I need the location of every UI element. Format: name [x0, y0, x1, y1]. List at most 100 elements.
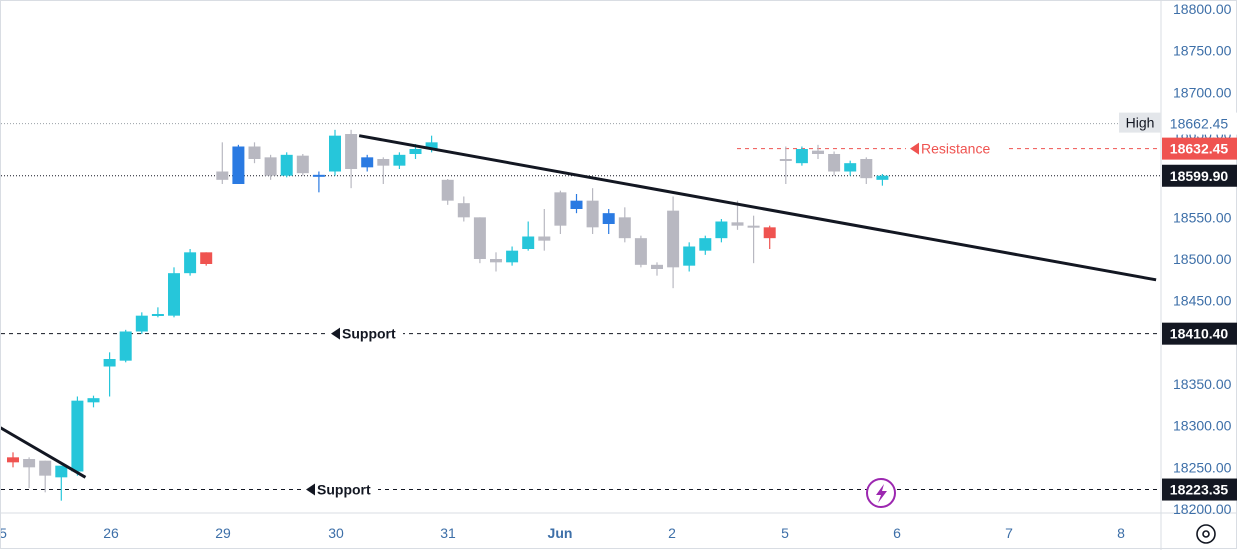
candle[interactable]: [490, 252, 502, 272]
candle-body: [602, 213, 615, 224]
candle[interactable]: [441, 179, 454, 205]
last-price-price-tag-text: 18599.90: [1170, 168, 1229, 184]
candle[interactable]: [216, 142, 229, 184]
candle[interactable]: [232, 144, 245, 184]
high-label: High: [1126, 115, 1155, 131]
candle[interactable]: [345, 129, 358, 189]
time-tick-label: 5: [1, 525, 7, 541]
candle[interactable]: [747, 215, 760, 264]
candle[interactable]: [570, 194, 583, 214]
candle[interactable]: [55, 465, 68, 501]
candle-body: [876, 175, 889, 180]
support-upper-label: Support: [342, 326, 396, 342]
price-tick-label: 18800.00: [1173, 1, 1232, 17]
resistance-price-tag: [1162, 137, 1237, 160]
time-tick-label: 7: [1005, 525, 1013, 541]
candle[interactable]: [554, 190, 567, 234]
settings-icon[interactable]: [1196, 524, 1216, 544]
candle-body: [731, 222, 744, 226]
candle-body: [119, 331, 132, 361]
candle[interactable]: [473, 217, 486, 264]
candle[interactable]: [763, 225, 776, 249]
resistance-arrow-icon: [910, 142, 919, 155]
candle[interactable]: [506, 246, 519, 266]
candle-body: [763, 227, 776, 239]
candle-body: [473, 217, 486, 259]
candle[interactable]: [71, 396, 84, 476]
candle[interactable]: [683, 242, 696, 272]
trendline-2[interactable]: [1, 426, 87, 479]
candle[interactable]: [667, 196, 680, 289]
candle-body: [55, 465, 68, 478]
candle[interactable]: [522, 221, 535, 251]
candle[interactable]: [280, 152, 293, 178]
time-tick-label: 6: [893, 525, 901, 541]
candle-body: [168, 273, 180, 316]
candle[interactable]: [779, 146, 792, 185]
candle[interactable]: [135, 312, 148, 334]
support-lower-price-tag: [1162, 478, 1237, 501]
time-tick-label: 31: [440, 525, 456, 541]
candle[interactable]: [168, 267, 180, 318]
candle[interactable]: [312, 171, 325, 193]
support-lower-price-tag-text: 18223.35: [1170, 482, 1229, 498]
support-upper-arrow-icon: [331, 327, 340, 340]
candle[interactable]: [795, 146, 808, 166]
candle[interactable]: [715, 219, 728, 243]
candle[interactable]: [119, 329, 132, 363]
candle-body: [441, 179, 454, 201]
candle[interactable]: [844, 160, 857, 176]
price-tick-label: 18350.00: [1173, 376, 1232, 392]
candle-body: [329, 135, 341, 172]
candle[interactable]: [103, 352, 116, 397]
candle[interactable]: [602, 209, 615, 234]
candle-body: [39, 460, 52, 476]
candle[interactable]: [329, 129, 341, 176]
candle[interactable]: [538, 209, 551, 251]
candle-body: [828, 154, 841, 172]
candle[interactable]: [812, 144, 824, 159]
candle[interactable]: [651, 262, 663, 276]
candle[interactable]: [361, 154, 374, 172]
candle[interactable]: [457, 196, 470, 222]
candle-body: [232, 146, 245, 184]
candle-body: [634, 238, 647, 265]
resistance-label-bg: [906, 139, 1006, 158]
candle[interactable]: [200, 252, 213, 266]
resistance-label: Resistance: [921, 141, 990, 157]
candle-body: [667, 210, 680, 268]
candle[interactable]: [377, 157, 390, 184]
candle[interactable]: [264, 154, 277, 180]
candle[interactable]: [860, 157, 873, 184]
candle[interactable]: [618, 207, 631, 243]
candle[interactable]: [828, 151, 841, 176]
candle[interactable]: [634, 235, 647, 268]
price-tick-label: 18700.00: [1173, 84, 1232, 100]
candle[interactable]: [23, 457, 36, 489]
time-tick-label: 29: [215, 525, 231, 541]
candle-body: [135, 315, 148, 332]
candle[interactable]: [39, 460, 52, 493]
candle[interactable]: [7, 452, 19, 468]
candle[interactable]: [876, 174, 889, 186]
candle[interactable]: [699, 235, 712, 255]
price-tick-label: 18200.00: [1173, 501, 1232, 517]
candle-body: [538, 236, 551, 241]
candle-body: [425, 142, 438, 149]
candle[interactable]: [586, 188, 599, 234]
trendline-1[interactable]: [358, 134, 1157, 282]
candle[interactable]: [184, 249, 197, 276]
candle-body: [490, 259, 502, 263]
candle[interactable]: [393, 152, 406, 169]
candle[interactable]: [151, 307, 164, 318]
candle[interactable]: [248, 142, 261, 164]
candle[interactable]: [296, 154, 309, 176]
candle-body: [296, 155, 309, 174]
candle-body: [361, 157, 374, 168]
candle-body: [812, 150, 824, 154]
price-tick-label: 18300.00: [1173, 418, 1232, 434]
candle[interactable]: [87, 395, 100, 408]
price-tick-label: 18550.00: [1173, 209, 1232, 225]
